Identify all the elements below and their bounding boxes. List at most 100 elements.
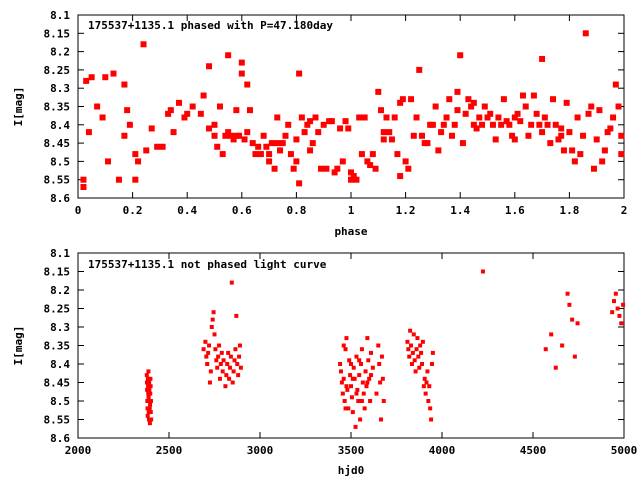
x-tick-label: 5000: [611, 444, 638, 457]
data-point: [293, 158, 300, 165]
data-point: [145, 399, 150, 403]
data-point: [479, 121, 486, 128]
data-point: [468, 103, 475, 110]
data-point: [145, 387, 150, 392]
data-point: [416, 354, 421, 359]
data-point: [148, 125, 155, 132]
data-point: [480, 269, 485, 274]
data-point: [121, 81, 128, 88]
data-point: [217, 343, 222, 348]
data-point: [465, 96, 472, 103]
data-point: [212, 332, 217, 337]
data-point: [338, 369, 343, 374]
x-tick-label: 0: [75, 204, 82, 217]
data-point: [344, 384, 349, 389]
data-point: [367, 376, 372, 381]
data-point: [148, 402, 153, 407]
data-point: [216, 103, 223, 110]
data-point: [457, 52, 464, 59]
data-point: [607, 125, 614, 132]
data-point: [409, 362, 414, 366]
data-point: [487, 110, 494, 117]
data-point: [233, 347, 238, 352]
data-point: [511, 114, 518, 121]
data-point: [618, 151, 625, 158]
data-point: [246, 107, 253, 114]
data-point: [593, 136, 600, 143]
data-point: [375, 88, 382, 95]
data-point: [430, 350, 435, 355]
unphased-plot-points: [144, 269, 626, 429]
x-tick-label: 2000: [65, 444, 92, 457]
data-point: [207, 380, 212, 385]
data-point: [315, 129, 322, 136]
data-point: [167, 107, 174, 114]
data-point: [146, 369, 151, 374]
data-point: [184, 110, 191, 117]
data-point: [621, 302, 626, 307]
data-point: [170, 129, 177, 136]
data-point: [206, 125, 213, 132]
data-point: [413, 369, 418, 374]
data-point: [429, 362, 434, 366]
data-point: [148, 384, 153, 389]
y-tick-label: 8.4: [50, 119, 70, 132]
data-point: [227, 365, 232, 370]
data-point: [343, 406, 348, 411]
data-point: [337, 125, 344, 132]
data-point: [560, 147, 567, 154]
data-point: [232, 358, 237, 363]
data-point: [449, 132, 456, 139]
data-point: [555, 136, 562, 143]
data-point: [604, 129, 611, 136]
x-tick-label: 1: [348, 204, 355, 217]
data-point: [236, 373, 241, 378]
phased-light-curve-chart: 0 0.2 0.4 0.6 0.8 1 1.2 1.4 1.6 1.8 2 8.1 8.15 8.2 8.2…: [12, 9, 627, 238]
data-point: [342, 118, 349, 125]
data-point: [509, 132, 516, 139]
data-point: [380, 136, 387, 143]
data-point: [349, 362, 353, 366]
data-point: [362, 406, 367, 411]
data-point: [229, 280, 234, 285]
data-point: [405, 339, 410, 344]
data-point: [263, 143, 270, 150]
data-point: [320, 121, 327, 128]
y-tick-label: 8.3: [50, 82, 70, 95]
data-point: [615, 103, 622, 110]
y-tick-label: 8.3: [50, 321, 70, 334]
data-point: [419, 362, 424, 366]
data-point: [420, 339, 425, 344]
data-point: [367, 162, 374, 169]
y-tick-label: 8.25: [44, 64, 71, 77]
data-point: [611, 299, 616, 304]
x-tick-label: 3500: [338, 444, 365, 457]
phased-plot-points: [80, 30, 625, 191]
data-point: [230, 136, 237, 143]
data-point: [536, 121, 543, 128]
y-tick-label: 8.5: [50, 395, 70, 408]
data-point: [197, 110, 204, 117]
data-point: [495, 114, 502, 121]
unphased-plot-y-axis-label: I[mag]: [12, 326, 25, 366]
data-point: [349, 395, 354, 400]
data-point: [380, 129, 387, 136]
x-tick-label: 1.6: [505, 204, 525, 217]
y-tick-label: 8.35: [44, 101, 71, 114]
data-point: [530, 92, 537, 99]
data-point: [277, 147, 284, 154]
data-point: [348, 373, 353, 378]
data-point: [484, 114, 491, 121]
x-tick-label: 3000: [247, 444, 274, 457]
data-point: [244, 81, 251, 88]
data-point: [353, 176, 360, 183]
data-point: [421, 384, 426, 389]
data-point: [274, 140, 281, 147]
data-point: [211, 310, 216, 315]
data-point: [388, 136, 395, 143]
data-point: [296, 180, 303, 187]
data-point: [558, 125, 565, 132]
data-point: [208, 369, 213, 374]
data-point: [582, 30, 589, 37]
data-point: [345, 125, 352, 132]
